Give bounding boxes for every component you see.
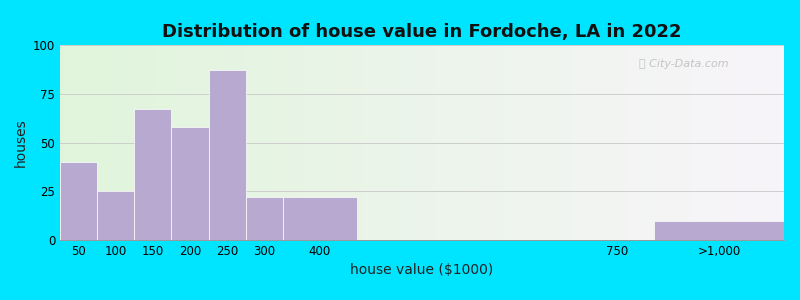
- X-axis label: house value ($1000): house value ($1000): [350, 263, 494, 278]
- Title: Distribution of house value in Fordoche, LA in 2022: Distribution of house value in Fordoche,…: [162, 23, 682, 41]
- Bar: [282, 197, 357, 240]
- Bar: [654, 220, 784, 240]
- Bar: [97, 191, 134, 240]
- Bar: [134, 109, 171, 240]
- Bar: [246, 197, 282, 240]
- Bar: [171, 127, 209, 240]
- Text: ⓘ City-Data.com: ⓘ City-Data.com: [639, 58, 729, 69]
- Bar: [60, 162, 97, 240]
- Bar: [209, 70, 246, 240]
- Y-axis label: houses: houses: [14, 118, 27, 167]
